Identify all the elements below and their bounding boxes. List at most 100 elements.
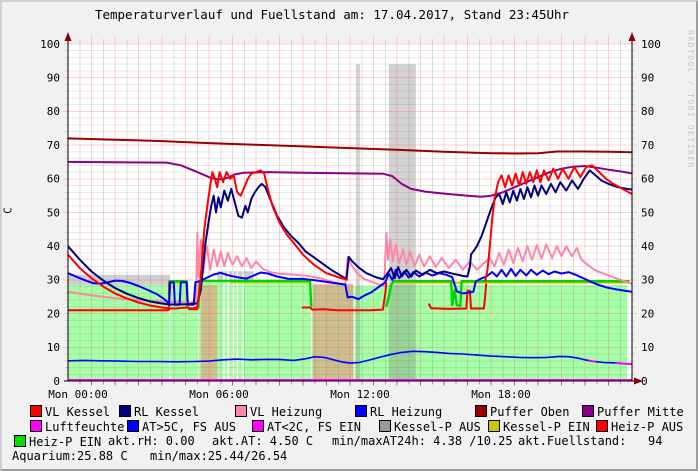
y-tick-label-left: 30	[47, 274, 60, 287]
y-tick-label-right: 40	[641, 240, 654, 253]
legend-label: Luftfeuchte	[45, 420, 125, 434]
legend-label: akt.Fuellstand: 94	[518, 434, 663, 448]
y-axis-arrow-right	[628, 32, 636, 41]
legend-item-at-2c-fs-ein: AT<2C, FS EIN	[252, 420, 361, 434]
legend-label: Puffer Mitte	[597, 405, 684, 419]
y-axis-arrow-left	[64, 32, 72, 41]
legend-label: Kessel-P AUS	[394, 420, 481, 434]
y-tick-label-left: 10	[47, 341, 60, 354]
x-axis-arrow	[634, 377, 643, 385]
legend-item-luftfeuchte: Luftfeuchte	[30, 420, 125, 434]
legend-item-heiz-p-ein: Heiz-P EIN	[14, 435, 102, 449]
legend-item-puffer-oben: Puffer Oben	[475, 405, 570, 419]
legend-item-akt-at-4-50-c: akt.AT: 4.50 C	[212, 435, 313, 448]
heizp-ein-area-fill	[312, 285, 354, 381]
legend-label: AT>5C, FS AUS	[142, 420, 236, 434]
legend-swatch	[582, 405, 594, 417]
legend-swatch	[488, 420, 500, 432]
series-at-2c-fs-ein	[615, 362, 633, 366]
legend-swatch	[475, 405, 487, 417]
legend-item-akt-rh-0-00: akt.rH: 0.00	[108, 435, 195, 448]
x-tick-label: Mon 12:00	[330, 388, 390, 401]
rrdtool-watermark: RRDTOOL / TOBI OETIKER	[686, 30, 695, 169]
y-tick-label-right: 100	[641, 38, 661, 51]
legend-item-kessel-p-ein: Kessel-P EIN	[488, 420, 590, 434]
legend-swatch	[30, 420, 42, 432]
legend-label: akt.AT: 4.50 C	[212, 434, 314, 448]
gap-fill	[242, 271, 244, 381]
heizp-ein-area-fill	[187, 309, 198, 381]
legend-item-heiz-p-aus: Heiz-P AUS	[596, 420, 684, 434]
legend-item-aquarium-25-88-c: Aquarium:25.88 C	[12, 450, 128, 463]
legend-label: Aquarium:25.88 C	[12, 449, 128, 463]
legend-label: Heiz-P AUS	[611, 420, 684, 434]
series-vl-heizung	[67, 231, 633, 304]
x-tick-label: Mon 00:00	[48, 388, 108, 401]
series-heiz-p-ein	[385, 280, 630, 308]
heizp-ein-area-fill	[386, 284, 628, 381]
legend-label: VL Heizung	[250, 405, 323, 419]
gap-fill	[236, 271, 239, 381]
legend-swatch	[127, 420, 139, 432]
legend-label: Heiz-P EIN	[29, 435, 102, 449]
series-rl-kessel	[67, 169, 633, 306]
fuellstand-band-fill	[388, 64, 416, 381]
series-at-2c-fs-ein	[588, 359, 596, 363]
series-vl-kessel	[67, 169, 348, 310]
legend-item-kessel-p-aus: Kessel-P AUS	[379, 420, 481, 434]
gap-fill	[227, 271, 229, 381]
heizp-aus-area-fill	[312, 283, 354, 381]
legend-swatch	[119, 405, 131, 417]
legend-label: RL Kessel	[134, 405, 200, 419]
x-tick-label: Mon 18:00	[471, 388, 531, 401]
y-tick-label-right: 0	[641, 375, 648, 388]
heizp-aus-area-fill	[200, 284, 218, 381]
chart-legend: VL Kessel RL Kessel VL Heizung RL Heizung Pu…	[2, 405, 696, 467]
y-tick-label-right: 30	[641, 274, 654, 287]
legend-item-akt-fuellstand-94: akt.Fuellstand: 94	[518, 435, 663, 448]
y-tick-label-left: 60	[47, 173, 60, 186]
legend-label: VL Kessel	[45, 405, 111, 419]
legend-swatch	[235, 405, 247, 417]
x-tick-label: Mon 06:00	[189, 388, 249, 401]
series-rl-heizung	[67, 267, 633, 306]
series-heiz-p-aus	[301, 282, 388, 312]
y-tick-label-right: 90	[641, 72, 654, 85]
legend-label: min/maxAT24h: 4.38 /10.25	[332, 434, 513, 448]
legend-swatch	[30, 405, 42, 417]
y-tick-label-left: 90	[47, 72, 60, 85]
series-at-aussentemperatur-at-5c-fs-aus-	[67, 350, 633, 365]
heizp-ein-area-fill	[170, 281, 188, 381]
legend-swatch	[14, 435, 26, 447]
legend-item-min-max-25-44-26-54: min/max:25.44/26.54	[150, 450, 287, 463]
legend-item-rl-heizung: RL Heizung	[355, 405, 443, 419]
legend-item-min-maxat24h-4-38-10-25: min/maxAT24h: 4.38 /10.25	[332, 435, 513, 448]
plot-canvas	[68, 44, 632, 381]
legend-item-puffer-mitte: Puffer Mitte	[582, 405, 684, 419]
y-tick-label-right: 20	[641, 307, 654, 320]
fuellstand-band-fill	[355, 64, 360, 381]
legend-item-rl-kessel: RL Kessel	[119, 405, 200, 419]
legend-item-at-5c-fs-aus: AT>5C, FS AUS	[127, 420, 236, 434]
chart-plot-area: 0 0 10 10 20 20 30 30 40 40 50 50 60 60 70 70 80 80 90 90 10…	[40, 32, 661, 401]
legend-label: min/max:25.44/26.54	[150, 449, 288, 463]
legend-swatch	[379, 420, 391, 432]
legend-swatch	[596, 420, 608, 432]
y-tick-label-left: 0	[53, 375, 60, 388]
legend-label: RL Heizung	[370, 405, 443, 419]
chart-title: Temperaturverlauf und Fuellstand am: 17.…	[94, 7, 570, 22]
legend-swatch	[355, 405, 367, 417]
y-tick-label-left: 100	[40, 38, 60, 51]
legend-label: Puffer Oben	[490, 405, 570, 419]
heizp-ein-area-fill	[354, 285, 387, 381]
legend-label: Kessel-P EIN	[503, 420, 590, 434]
legend-item-vl-heizung: VL Heizung	[235, 405, 323, 419]
y-tick-label-left: 40	[47, 240, 60, 253]
series-heiz-p-aus	[427, 282, 488, 310]
legend-item-vl-kessel: VL Kessel	[30, 405, 111, 419]
y-tick-label-right: 50	[641, 206, 654, 219]
y-tick-label-left: 70	[47, 139, 60, 152]
heizp-ein-area-fill	[198, 281, 312, 381]
y-tick-label-right: 70	[641, 139, 654, 152]
